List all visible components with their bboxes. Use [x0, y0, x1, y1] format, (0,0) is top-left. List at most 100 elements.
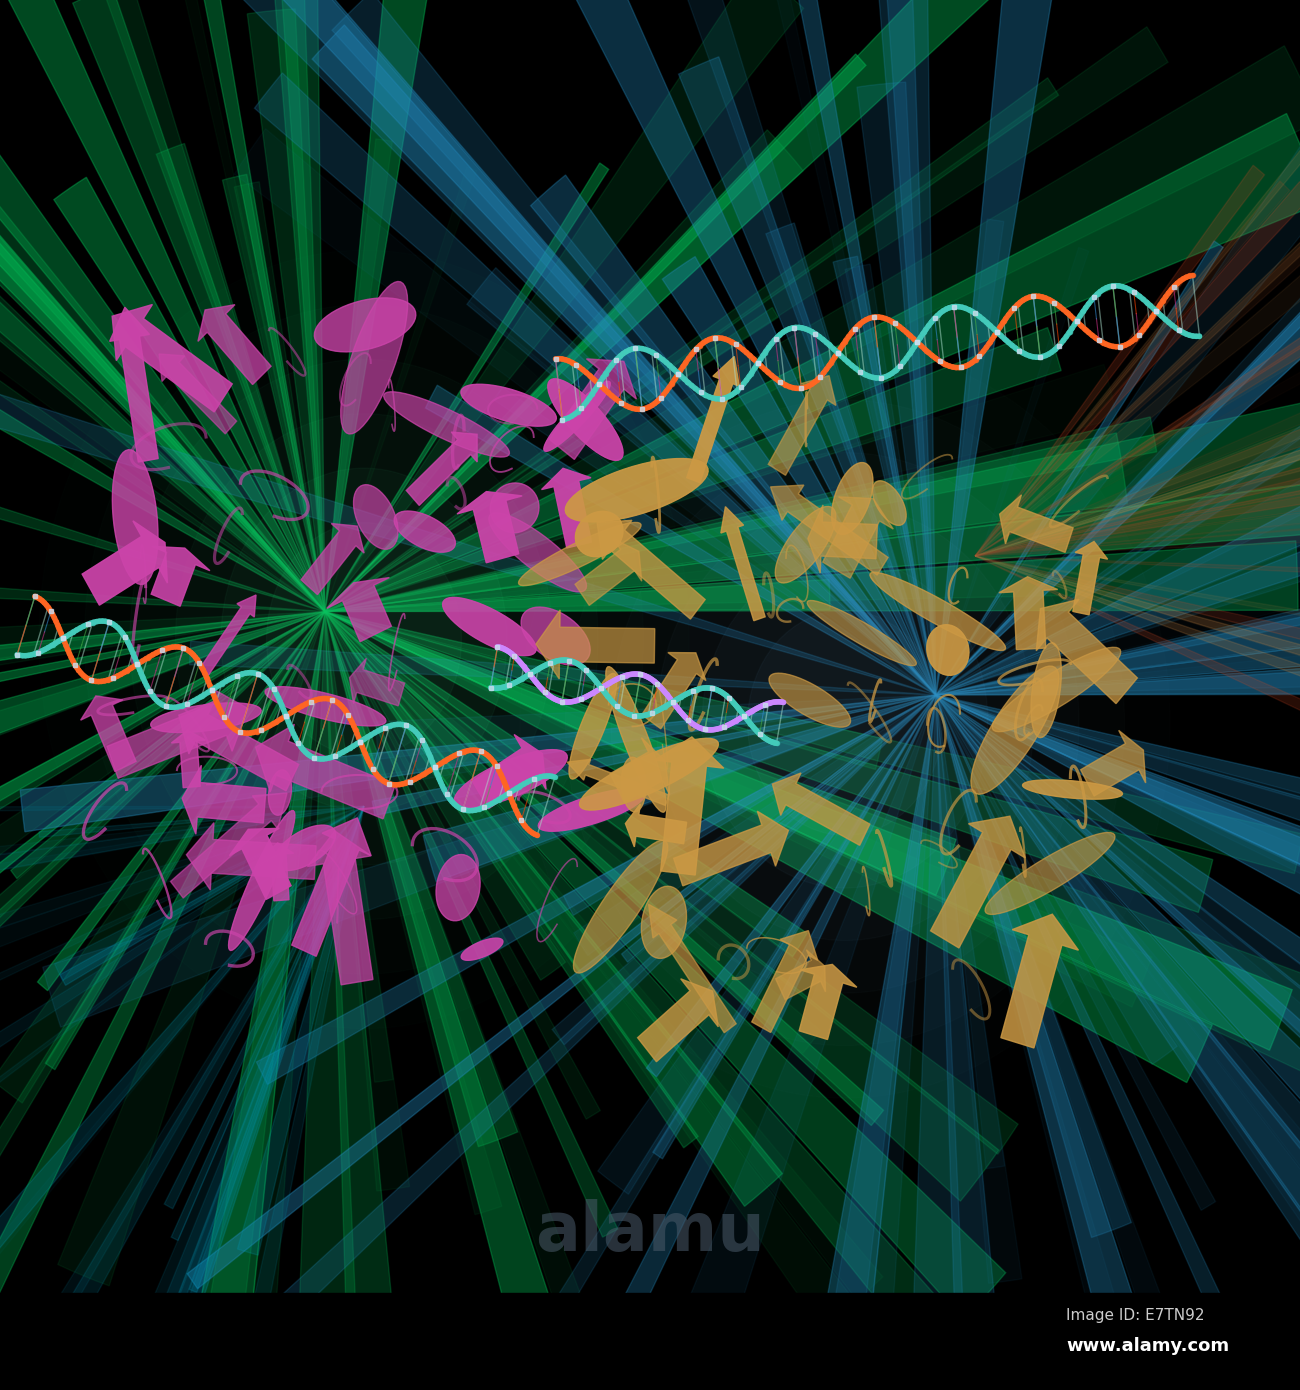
Wedge shape: [857, 82, 936, 695]
Wedge shape: [975, 339, 1300, 556]
Wedge shape: [936, 695, 1021, 1390]
Polygon shape: [455, 749, 567, 808]
FancyArrow shape: [642, 652, 706, 728]
Wedge shape: [975, 556, 1300, 666]
Wedge shape: [134, 612, 325, 1390]
Wedge shape: [897, 695, 983, 1390]
Wedge shape: [494, 386, 936, 695]
FancyArrow shape: [107, 687, 248, 778]
Wedge shape: [10, 612, 325, 878]
FancyArrow shape: [1036, 599, 1138, 703]
Polygon shape: [462, 938, 503, 960]
Wedge shape: [573, 695, 936, 955]
Wedge shape: [0, 612, 325, 674]
FancyArrow shape: [179, 702, 299, 791]
Wedge shape: [975, 556, 1300, 901]
FancyArrow shape: [1080, 730, 1145, 796]
Wedge shape: [287, 612, 370, 1390]
Polygon shape: [538, 788, 645, 831]
Wedge shape: [325, 612, 410, 1191]
Wedge shape: [325, 612, 517, 1147]
Wedge shape: [870, 0, 936, 695]
Wedge shape: [530, 175, 936, 695]
Wedge shape: [73, 695, 936, 1390]
Wedge shape: [425, 385, 936, 695]
Wedge shape: [975, 297, 1300, 556]
FancyArrow shape: [256, 724, 395, 819]
Wedge shape: [0, 307, 325, 612]
Wedge shape: [325, 612, 601, 1119]
Wedge shape: [936, 695, 1300, 1173]
Polygon shape: [985, 833, 1115, 915]
Polygon shape: [1023, 780, 1122, 799]
Wedge shape: [679, 57, 936, 695]
Polygon shape: [770, 673, 850, 727]
Wedge shape: [325, 612, 1213, 912]
Wedge shape: [975, 556, 1300, 582]
Wedge shape: [21, 695, 936, 831]
Wedge shape: [260, 0, 325, 612]
FancyArrow shape: [1072, 542, 1108, 614]
Wedge shape: [0, 806, 364, 869]
Wedge shape: [0, 612, 325, 795]
Wedge shape: [64, 806, 364, 1320]
Wedge shape: [376, 695, 936, 759]
FancyArrow shape: [350, 659, 404, 706]
Wedge shape: [325, 612, 892, 1379]
FancyArrow shape: [722, 506, 766, 621]
Polygon shape: [521, 607, 590, 664]
Wedge shape: [975, 503, 1300, 556]
FancyArrow shape: [771, 485, 888, 575]
Wedge shape: [424, 695, 936, 881]
Polygon shape: [436, 855, 480, 920]
Wedge shape: [172, 806, 364, 1240]
FancyArrow shape: [326, 578, 391, 642]
FancyArrow shape: [112, 304, 233, 411]
Wedge shape: [975, 181, 1290, 556]
Wedge shape: [57, 612, 325, 1286]
FancyArrow shape: [776, 949, 826, 999]
Wedge shape: [0, 612, 325, 1329]
Polygon shape: [462, 384, 556, 427]
Wedge shape: [936, 695, 1300, 1182]
Wedge shape: [46, 612, 325, 1070]
Wedge shape: [655, 0, 936, 695]
FancyArrow shape: [302, 524, 364, 595]
Polygon shape: [1031, 642, 1061, 738]
FancyArrow shape: [172, 730, 205, 788]
Wedge shape: [234, 182, 325, 612]
Wedge shape: [52, 0, 325, 612]
Wedge shape: [0, 307, 325, 612]
Wedge shape: [0, 393, 936, 695]
Wedge shape: [936, 695, 1300, 986]
Wedge shape: [217, 612, 325, 1390]
FancyArrow shape: [291, 817, 370, 956]
Wedge shape: [936, 695, 1300, 1102]
Wedge shape: [936, 695, 1227, 1390]
Wedge shape: [60, 806, 364, 986]
Wedge shape: [43, 695, 936, 1027]
Wedge shape: [936, 695, 1300, 856]
Wedge shape: [325, 612, 607, 1390]
Wedge shape: [936, 203, 1300, 695]
Wedge shape: [164, 806, 364, 1209]
Wedge shape: [325, 388, 891, 612]
Text: Image ID: E7TN92: Image ID: E7TN92: [1066, 1308, 1205, 1323]
Wedge shape: [187, 695, 936, 1289]
Wedge shape: [0, 806, 364, 1069]
Wedge shape: [0, 806, 364, 1011]
Wedge shape: [55, 806, 364, 980]
Wedge shape: [0, 612, 325, 744]
Polygon shape: [992, 648, 1121, 731]
Polygon shape: [341, 282, 408, 434]
Wedge shape: [474, 0, 936, 695]
Polygon shape: [573, 840, 668, 973]
Polygon shape: [315, 297, 416, 352]
Wedge shape: [65, 806, 364, 1390]
Wedge shape: [936, 695, 1131, 1237]
Wedge shape: [325, 612, 998, 1201]
Wedge shape: [936, 33, 1300, 695]
Polygon shape: [151, 703, 261, 733]
Wedge shape: [975, 457, 1300, 556]
Wedge shape: [733, 695, 936, 1390]
